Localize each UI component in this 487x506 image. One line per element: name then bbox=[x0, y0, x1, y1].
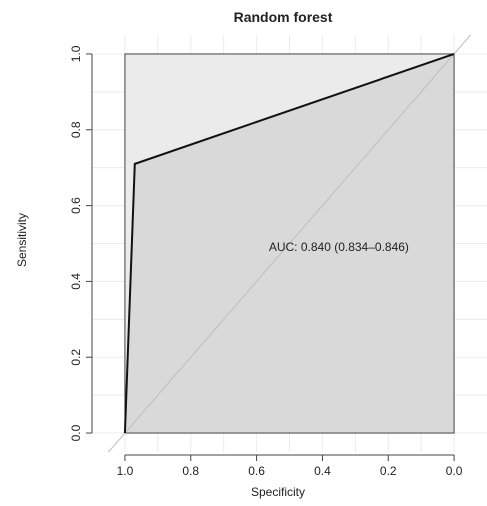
roc-curve-line bbox=[123, 53, 455, 434]
x-tick-label: 1.0 bbox=[117, 464, 134, 478]
y-tick-label: 1.0 bbox=[69, 45, 83, 62]
x-tick-label: 0.6 bbox=[248, 464, 265, 478]
plot-lines bbox=[107, 35, 472, 452]
reference-diagonal-line bbox=[107, 35, 472, 452]
x-tick-label: 0.0 bbox=[446, 464, 463, 478]
x-tick-label: 0.2 bbox=[380, 464, 397, 478]
y-tick-label: 0.8 bbox=[69, 121, 83, 138]
chart-title: Random forest bbox=[234, 9, 333, 25]
auc-square-frame bbox=[124, 53, 455, 434]
auc-annotation: AUC: 0.840 (0.834–0.846) bbox=[269, 240, 409, 254]
y-tick-label: 0.2 bbox=[69, 349, 83, 366]
y-tick-label: 0.4 bbox=[69, 273, 83, 290]
y-tick-label: 0.6 bbox=[69, 197, 83, 214]
axes: 0.0 0.2 0.4 0.6 0.8 1.0 1.0 0.8 0.6 0.4 0.2 0.0 bbox=[69, 45, 463, 478]
x-tick-label: 0.4 bbox=[314, 464, 331, 478]
y-axis-label: Sensitivity bbox=[15, 213, 29, 267]
x-axis-label: Specificity bbox=[251, 485, 305, 499]
x-tick-label: 0.8 bbox=[182, 464, 199, 478]
y-tick-label: 0.0 bbox=[69, 424, 83, 441]
